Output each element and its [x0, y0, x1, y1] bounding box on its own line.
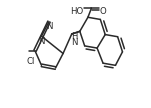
Text: N: N — [38, 37, 45, 46]
Text: N: N — [71, 38, 77, 47]
Text: HO: HO — [70, 7, 84, 16]
Text: N: N — [46, 22, 52, 31]
Text: H: H — [71, 32, 77, 41]
Text: O: O — [100, 7, 107, 16]
Text: Cl: Cl — [26, 57, 35, 66]
